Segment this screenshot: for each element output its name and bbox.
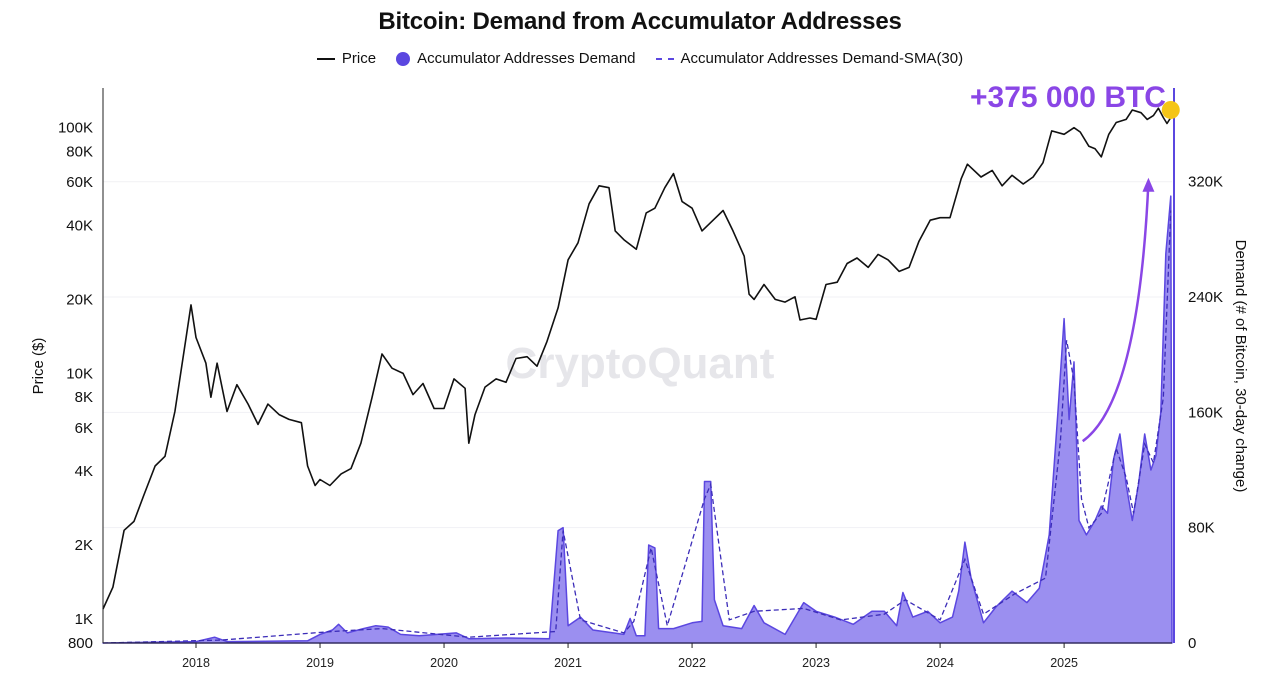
legend-item-demand[interactable]: Accumulator Addresses Demand — [396, 50, 636, 67]
legend-swatch-sma — [655, 57, 674, 60]
y-tick-left: 100K — [58, 120, 93, 137]
y-tick-right: 0 — [1188, 635, 1196, 652]
demand-area — [102, 195, 1173, 644]
trend-arrow-curve — [1081, 181, 1150, 443]
y-tick-right: 160K — [1188, 404, 1223, 421]
y-tick-left: 60K — [66, 174, 93, 191]
x-tick-label: 2025 — [1050, 656, 1078, 670]
y-tick-left: 4K — [75, 463, 93, 480]
legend-label-sma: Accumulator Addresses Demand-SMA(30) — [680, 50, 964, 67]
legend-item-price[interactable]: Price — [316, 50, 377, 67]
demand-series — [102, 195, 1173, 644]
y-tick-left: 10K — [66, 365, 93, 382]
y-tick-left: 6K — [75, 420, 93, 437]
y-tick-left: 800 — [68, 635, 93, 652]
sma-line — [102, 210, 1172, 644]
y-tick-right: 320K — [1188, 174, 1223, 191]
price-series — [102, 107, 1172, 610]
y-axis-right-label: Demand (# of Bitcoin, 30-day change) — [1232, 240, 1249, 493]
y-tick-left: 40K — [66, 217, 93, 234]
trend-arrow — [1081, 177, 1155, 443]
x-tick-label: 2018 — [182, 656, 210, 670]
annotation-label: +375 000 BTC — [970, 81, 1166, 114]
y-tick-left: 2K — [75, 537, 93, 554]
sma-series — [102, 210, 1172, 644]
y-axis-left-ticks: 800 1K 2K 4K 6K 8K 10K 20K 40K 60K 80K 100K — [58, 120, 93, 652]
latest-price-dot — [1161, 100, 1180, 119]
legend-item-sma[interactable]: Accumulator Addresses Demand-SMA(30) — [655, 50, 964, 67]
axes — [102, 88, 1175, 644]
y-tick-left: 80K — [66, 143, 93, 160]
y-tick-left: 20K — [66, 291, 93, 308]
y-axis-right-ticks: 0 80K 160K 240K 320K — [1188, 174, 1223, 652]
x-tick-label: 2024 — [926, 656, 954, 670]
legend-swatch-price — [316, 57, 335, 60]
price-line — [102, 107, 1172, 610]
trend-arrow-head — [1142, 177, 1155, 192]
y-tick-left: 8K — [75, 389, 93, 406]
y-tick-right: 240K — [1188, 289, 1223, 306]
legend-label-demand: Accumulator Addresses Demand — [417, 50, 636, 67]
x-tick-label: 2021 — [554, 656, 582, 670]
y-axis-left-label: Price ($) — [30, 338, 47, 395]
x-tick-label: 2019 — [306, 656, 334, 670]
latest-price-marker — [1161, 100, 1180, 119]
x-axis-ticks: 2018 2019 2020 2021 2022 2023 2024 2025 — [182, 643, 1078, 670]
chart-legend: Price Accumulator Addresses Demand Accum… — [0, 50, 1280, 67]
chart-title: Bitcoin: Demand from Accumulator Address… — [378, 8, 902, 35]
gridlines — [103, 181, 1172, 529]
legend-swatch-demand — [396, 51, 411, 66]
x-tick-label: 2023 — [802, 656, 830, 670]
x-tick-label: 2020 — [430, 656, 458, 670]
y-tick-left: 1K — [75, 611, 93, 628]
legend-label-price: Price — [341, 50, 377, 67]
x-tick-label: 2022 — [678, 656, 706, 670]
y-tick-right: 80K — [1188, 520, 1215, 537]
watermark: CryptoQuant — [506, 339, 775, 388]
